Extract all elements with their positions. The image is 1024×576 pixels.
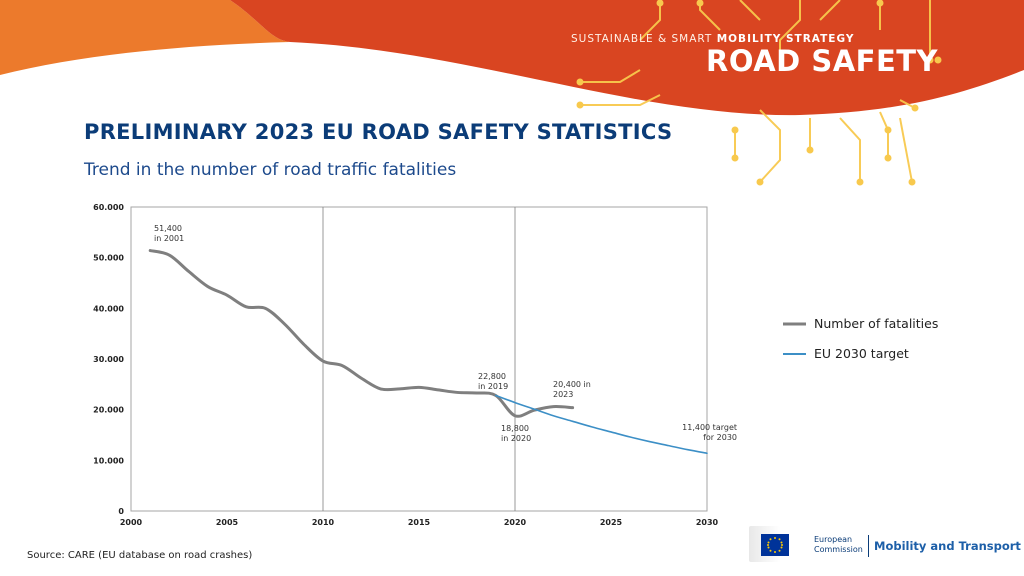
logo-divider (868, 535, 869, 557)
legend: Number of fatalities EU 2030 target (783, 316, 938, 361)
annotation-label: 22,800 (478, 372, 506, 381)
x-tick-label: 2020 (504, 518, 527, 527)
x-tick-label: 2015 (408, 518, 431, 527)
banner-light-shape (0, 0, 290, 75)
y-tick-label: 10.000 (93, 456, 124, 465)
annotation-label: 2023 (553, 390, 573, 399)
x-tick-label: 2010 (312, 518, 335, 527)
ec-name: European Commission (814, 535, 863, 555)
annotation-label: for 2030 (703, 433, 737, 442)
strategy-bold: MOBILITY STRATEGY (716, 33, 855, 45)
x-tick-label: 2000 (120, 518, 143, 527)
y-tick-label: 0 (118, 507, 124, 516)
x-tick-label: 2005 (216, 518, 239, 527)
brand-title: ROAD SAFETY (706, 44, 939, 78)
y-tick-label: 50.000 (93, 254, 124, 263)
annotation-label: 18,800 (501, 424, 529, 433)
annotation-label: 20,400 in (553, 380, 591, 389)
header-banner (0, 0, 1024, 186)
legend-label-fatalities: Number of fatalities (814, 316, 938, 331)
y-tick-label: 40.000 (93, 304, 124, 313)
source-note: Source: CARE (EU database on road crashe… (27, 550, 253, 561)
y-tick-label: 20.000 (93, 406, 124, 415)
strategy-prefix: SUSTAINABLE & SMART (571, 33, 713, 45)
legend-label-target: EU 2030 target (814, 346, 909, 361)
plot-frame (130, 206, 708, 512)
annotation-label: in 2019 (478, 382, 508, 391)
circuit-nodes-decoration (576, 0, 942, 186)
y-tick-label: 30.000 (93, 355, 124, 364)
series-line-target (495, 394, 708, 455)
dg-name: Mobility and Transport (874, 539, 1021, 553)
series-line-fatalities (148, 249, 575, 418)
ec-name-line2: Commission (814, 545, 863, 554)
annotation-label: 51,400 (154, 224, 182, 233)
banner-orange-shape (230, 0, 1024, 116)
european-commission-logo: European Commission Mobility and Transpo… (746, 526, 1021, 564)
x-tick-label: 2025 (600, 518, 623, 527)
page-title: PRELIMINARY 2023 EU ROAD SAFETY STATISTI… (84, 120, 673, 144)
strategy-label: SUSTAINABLE & SMART MOBILITY STRATEGY (571, 33, 854, 45)
annotation-label: in 2001 (154, 234, 184, 243)
page-subtitle: Trend in the number of road traffic fata… (84, 160, 457, 180)
annotation-label: 11,400 target (682, 423, 737, 432)
eu-flag-icon (761, 534, 789, 556)
y-tick-label: 60.000 (93, 203, 124, 212)
annotation-label: in 2020 (501, 434, 531, 443)
x-tick-label: 2030 (696, 518, 719, 527)
ec-name-line1: European (814, 535, 853, 544)
